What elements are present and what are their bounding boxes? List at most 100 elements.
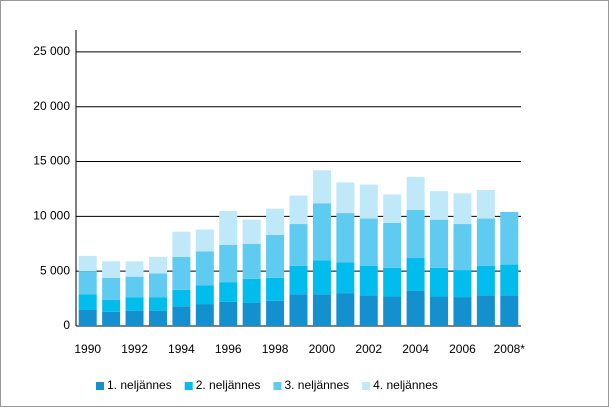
bar-segment xyxy=(383,267,402,297)
bar-segment xyxy=(219,210,238,245)
bar-segment xyxy=(266,208,285,236)
bar-segment xyxy=(195,229,214,252)
bar-segment xyxy=(336,182,355,214)
bar-segment xyxy=(242,219,261,244)
bar-segment xyxy=(453,193,472,225)
y-tick-label: 20 000 xyxy=(33,99,70,113)
bar-segment xyxy=(266,300,285,326)
legend-swatch xyxy=(362,382,371,390)
x-tick-label: 2008* xyxy=(494,342,526,356)
bar-segment xyxy=(78,271,97,295)
bar-segment xyxy=(125,261,144,277)
bar-segment xyxy=(172,231,191,257)
bar-segment xyxy=(289,294,308,326)
legend-swatch xyxy=(184,382,193,390)
bar-segment xyxy=(359,265,378,296)
bar-segment xyxy=(430,267,449,297)
y-tick-label: 25 000 xyxy=(33,44,70,58)
bar-segment xyxy=(78,255,97,272)
bar-segment xyxy=(312,260,331,295)
bar-segment xyxy=(289,195,308,225)
bar-segment xyxy=(476,190,495,219)
bar-segment xyxy=(430,296,449,326)
bar-segment xyxy=(102,299,121,312)
bar-segment xyxy=(476,218,495,266)
bar-segment xyxy=(406,290,425,326)
bar-segment xyxy=(500,295,519,326)
bar-segment xyxy=(219,244,238,283)
bar-segment xyxy=(242,243,261,279)
legend-label: 4. neljännes xyxy=(373,378,438,392)
bar-segment xyxy=(312,294,331,326)
legend-label: 3. neljännes xyxy=(284,378,349,392)
bar-segment xyxy=(289,224,308,266)
bar-segment xyxy=(476,295,495,326)
bar-segment xyxy=(148,256,167,274)
bar-segment xyxy=(242,302,261,326)
bar-segment xyxy=(266,235,285,278)
bar-segment xyxy=(406,176,425,210)
y-tick-label: 5 000 xyxy=(40,263,70,277)
bar-segment xyxy=(430,219,449,268)
bar-segment xyxy=(289,265,308,295)
bar-segment xyxy=(500,264,519,296)
bar-segment xyxy=(172,289,191,307)
bar-segment xyxy=(336,262,355,294)
x-tick-label: 2006 xyxy=(449,342,476,356)
bar-segment xyxy=(125,276,144,298)
bar-segment xyxy=(453,270,472,298)
bar-segment xyxy=(195,304,214,326)
bar-segment xyxy=(359,295,378,326)
x-tick-label: 1996 xyxy=(215,342,242,356)
bar-segment xyxy=(242,278,261,303)
bar-segment xyxy=(383,194,402,223)
x-tick-label: 2004 xyxy=(402,342,429,356)
bar-segment xyxy=(195,285,214,305)
legend-swatch xyxy=(273,382,282,390)
bar-segment xyxy=(312,170,331,204)
x-tick-label: 1990 xyxy=(74,342,101,356)
bar-segment xyxy=(172,306,191,326)
bar-segment xyxy=(476,265,495,296)
bar-segment xyxy=(406,258,425,291)
x-tick-label: 2000 xyxy=(309,342,336,356)
y-tick-label: 0 xyxy=(63,318,70,332)
y-tick-label: 10 000 xyxy=(33,209,70,223)
bar-segment xyxy=(125,297,144,311)
x-tick-label: 1998 xyxy=(262,342,289,356)
bar-segment xyxy=(219,301,238,326)
bar-segment xyxy=(125,310,144,326)
bar-segment xyxy=(102,261,121,278)
bar-segment xyxy=(359,218,378,266)
legend-label: 1. neljännes xyxy=(107,378,172,392)
y-tick-label: 15 000 xyxy=(33,154,70,168)
bar-segment xyxy=(102,277,121,300)
bar-segment xyxy=(102,311,121,326)
bar-segment xyxy=(383,296,402,326)
bar-segment xyxy=(312,203,331,261)
bar-segment xyxy=(359,184,378,219)
legend-swatch xyxy=(96,382,104,390)
bar-segment xyxy=(406,209,425,259)
bar-segment xyxy=(383,222,402,268)
bar-segment xyxy=(430,191,449,220)
bar-segment xyxy=(219,282,238,302)
bar-segment xyxy=(78,309,97,326)
bar-segment xyxy=(453,297,472,326)
legend-label: 2. neljännes xyxy=(196,378,261,392)
bar-segment xyxy=(148,310,167,326)
bar-segment xyxy=(266,277,285,301)
bar-segment xyxy=(336,213,355,263)
bar-segment xyxy=(453,224,472,271)
bar-segment xyxy=(78,294,97,310)
bar-segment xyxy=(195,251,214,286)
x-tick-label: 1992 xyxy=(121,342,148,356)
bar-segment xyxy=(500,211,519,265)
bar-segment xyxy=(336,293,355,326)
bar-segment xyxy=(172,256,191,290)
bar-segment xyxy=(148,297,167,311)
bar-segment xyxy=(148,273,167,298)
x-tick-label: 1994 xyxy=(168,342,195,356)
x-tick-label: 2002 xyxy=(355,342,382,356)
